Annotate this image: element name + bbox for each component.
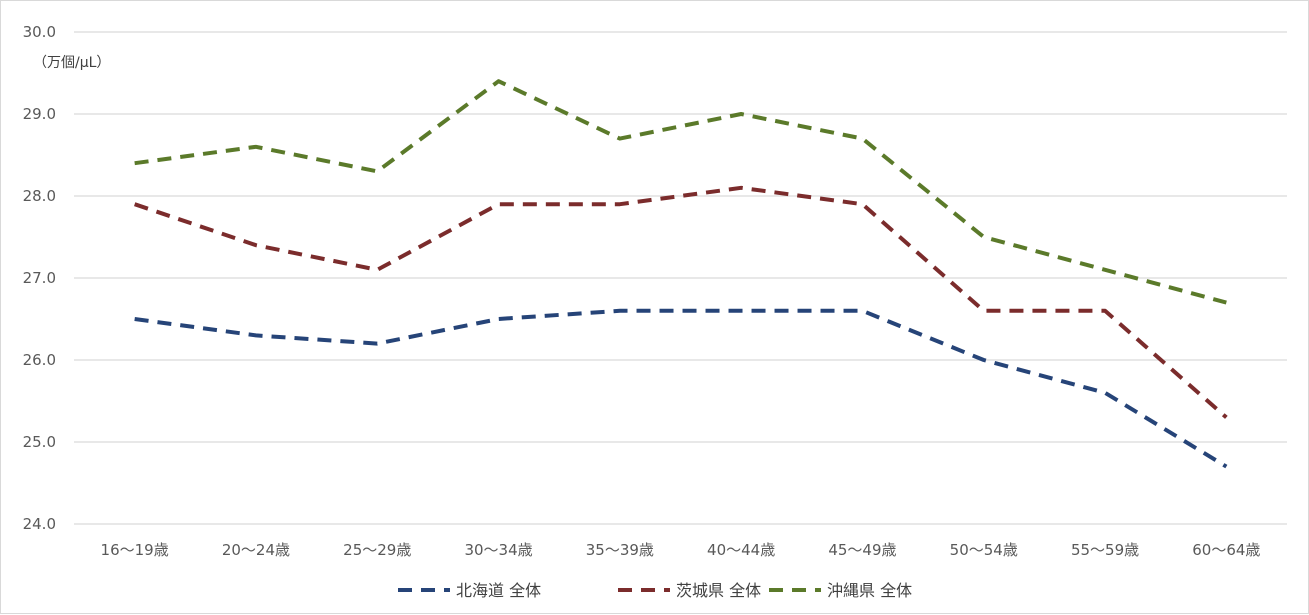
legend-item: 北海道 全体 — [398, 581, 541, 600]
series-0 — [135, 311, 1227, 467]
series-lines — [135, 81, 1227, 467]
x-tick-label: 45〜49歳 — [828, 541, 896, 559]
legend-item: 茨城県 全体 — [618, 581, 761, 600]
x-tick-label: 55〜59歳 — [1071, 541, 1139, 559]
y-axis-ticks: 24.0 25.0 26.0 27.0 28.0 29.0 30.0 — [23, 23, 56, 533]
y-tick-label: 25.0 — [23, 433, 56, 451]
x-tick-label: 30〜34歳 — [464, 541, 532, 559]
y-tick-label: 26.0 — [23, 351, 56, 369]
x-tick-label: 60〜64歳 — [1192, 541, 1260, 559]
x-tick-label: 50〜54歳 — [950, 541, 1018, 559]
gridlines — [74, 32, 1287, 524]
x-tick-label: 16〜19歳 — [101, 541, 169, 559]
x-tick-label: 40〜44歳 — [707, 541, 775, 559]
unit-label: （万個/μL） — [33, 55, 110, 71]
x-axis-ticks: 16〜19歳 20〜24歳 25〜29歳 30〜34歳 35〜39歳 40〜44歳 45〜4… — [101, 541, 1261, 559]
x-tick-label: 25〜29歳 — [343, 541, 411, 559]
legend-label: 沖縄県 全体 — [827, 581, 912, 600]
x-tick-label: 20〜24歳 — [222, 541, 290, 559]
legend-item: 沖縄県 全体 — [769, 581, 912, 600]
y-tick-label: 28.0 — [23, 187, 56, 205]
y-tick-label: 24.0 — [23, 515, 56, 533]
legend-label: 茨城県 全体 — [676, 581, 761, 600]
legend: 北海道 全体 茨城県 全体 沖縄県 全体 — [398, 581, 912, 600]
y-tick-label: 29.0 — [23, 105, 56, 123]
y-tick-label: 30.0 — [23, 23, 56, 41]
series-line — [135, 311, 1227, 467]
y-tick-label: 27.0 — [23, 269, 56, 287]
legend-label: 北海道 全体 — [456, 581, 541, 600]
x-tick-label: 35〜39歳 — [586, 541, 654, 559]
